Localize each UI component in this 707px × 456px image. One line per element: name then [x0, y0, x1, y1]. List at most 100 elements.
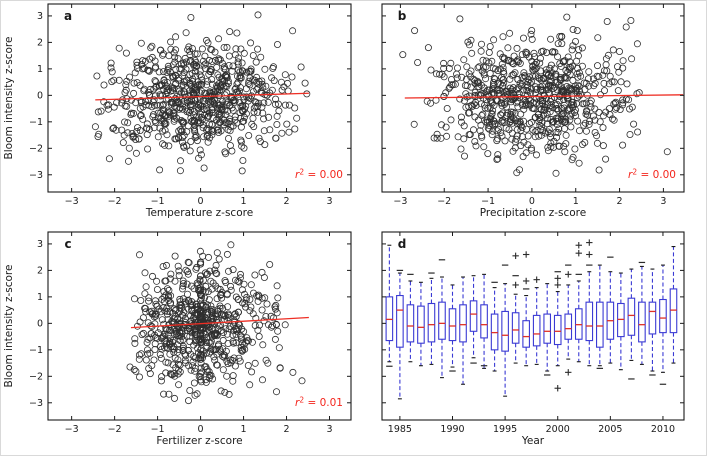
scatter-point — [485, 49, 493, 57]
scatter-point — [538, 123, 546, 131]
scatter-point — [144, 350, 152, 358]
scatter-point — [112, 126, 120, 134]
scatter-point — [204, 112, 212, 120]
scatter-point — [518, 73, 526, 81]
scatter-point — [231, 362, 239, 370]
scatter-point — [546, 79, 554, 87]
scatter-point — [224, 134, 232, 142]
scatter-point — [260, 127, 268, 135]
scatter-point — [182, 29, 190, 37]
scatter-point — [593, 62, 601, 70]
scatter-point — [174, 356, 182, 364]
scatter-point — [634, 128, 642, 136]
scatter-point — [560, 125, 568, 133]
scatter-point — [558, 40, 566, 48]
scatter-point — [148, 272, 156, 280]
scatter-point — [164, 331, 172, 339]
r-squared-label: r2 = 0.00 — [295, 168, 343, 182]
scatter-point — [170, 117, 178, 125]
scatter-point — [247, 303, 255, 311]
scatter-point — [265, 113, 273, 121]
scatter-point — [602, 61, 610, 69]
scatter-point — [209, 346, 217, 354]
scatter-point — [194, 281, 202, 289]
scatter-point — [227, 241, 235, 249]
scatter-point — [482, 75, 490, 83]
scatter-point — [582, 99, 590, 107]
scatter-point — [240, 49, 248, 57]
scatter-point — [236, 331, 244, 339]
scatter-point — [160, 85, 168, 93]
panel-b-precipitation-scatter: −3 −2 −1 0 1 2 3 Precipitation z-score b r2 = 0.0… — [381, 3, 685, 219]
scatter-point — [271, 100, 279, 108]
scatter-point — [184, 270, 192, 278]
scatter-point — [599, 124, 607, 132]
scatter-point — [166, 300, 174, 308]
scatter-point — [467, 73, 475, 81]
scatter-point — [454, 133, 462, 141]
scatter-point — [146, 370, 154, 378]
scatter-point — [100, 98, 108, 106]
y-tick-label: −1 — [29, 117, 43, 128]
scatter-point — [566, 116, 574, 124]
box — [385, 296, 394, 342]
scatter-point — [619, 57, 627, 65]
scatter-point — [219, 329, 227, 337]
scatter-point — [199, 57, 207, 65]
scatter-point — [472, 98, 480, 106]
scatter-point — [518, 51, 526, 59]
scatter-point — [238, 107, 246, 115]
scatter-point — [576, 91, 584, 99]
scatter-point — [240, 117, 248, 125]
scatter-point — [535, 117, 543, 125]
scatter-point — [593, 72, 601, 80]
scatter-point — [558, 88, 566, 96]
x-tick-label: 2005 — [598, 424, 622, 435]
scatter-point — [574, 81, 582, 89]
scatter-point — [183, 128, 191, 136]
scatter-point — [529, 126, 537, 134]
scatter-point — [219, 336, 227, 344]
scatter-point — [454, 64, 462, 72]
scatter-point — [189, 86, 197, 94]
scatter-point — [530, 49, 538, 57]
scatter-point — [602, 55, 610, 63]
scatter-point — [599, 112, 607, 120]
scatter-point — [584, 75, 592, 83]
scatter-point — [164, 65, 172, 73]
scatter-point — [160, 332, 168, 340]
scatter-point — [190, 124, 198, 132]
scatter-point — [251, 359, 259, 367]
scatter-point — [213, 270, 221, 278]
scatter-point — [552, 169, 560, 177]
scatter-point — [222, 278, 230, 286]
scatter-point — [258, 306, 266, 314]
x-axis-label: Fertilizer z-score — [156, 435, 242, 447]
scatter-point — [240, 144, 248, 152]
x-tick-label: −3 — [65, 424, 79, 435]
scatter-point — [194, 117, 202, 125]
scatter-point — [574, 52, 582, 60]
scatter-point — [172, 364, 180, 372]
y-tick-label: 3 — [37, 239, 43, 250]
scatter-point — [215, 91, 223, 99]
scatter-point — [272, 95, 280, 103]
scatter-point — [560, 109, 568, 117]
scatter-point — [605, 105, 613, 113]
scatter-point — [564, 94, 572, 102]
scatter-point — [457, 145, 465, 153]
scatter-point — [472, 142, 480, 150]
scatter-point — [447, 116, 455, 124]
scatter-point — [554, 40, 562, 48]
scatter-point — [544, 101, 552, 109]
scatter-point — [172, 33, 180, 41]
x-tick-label: 1 — [241, 196, 247, 207]
scatter-point — [165, 286, 173, 294]
scatter-point — [606, 72, 614, 80]
scatter-point — [479, 56, 487, 64]
scatter-point — [156, 351, 164, 359]
scatter-point — [197, 291, 205, 299]
box-group-2003 — [585, 239, 594, 367]
scatter-point — [480, 143, 488, 151]
